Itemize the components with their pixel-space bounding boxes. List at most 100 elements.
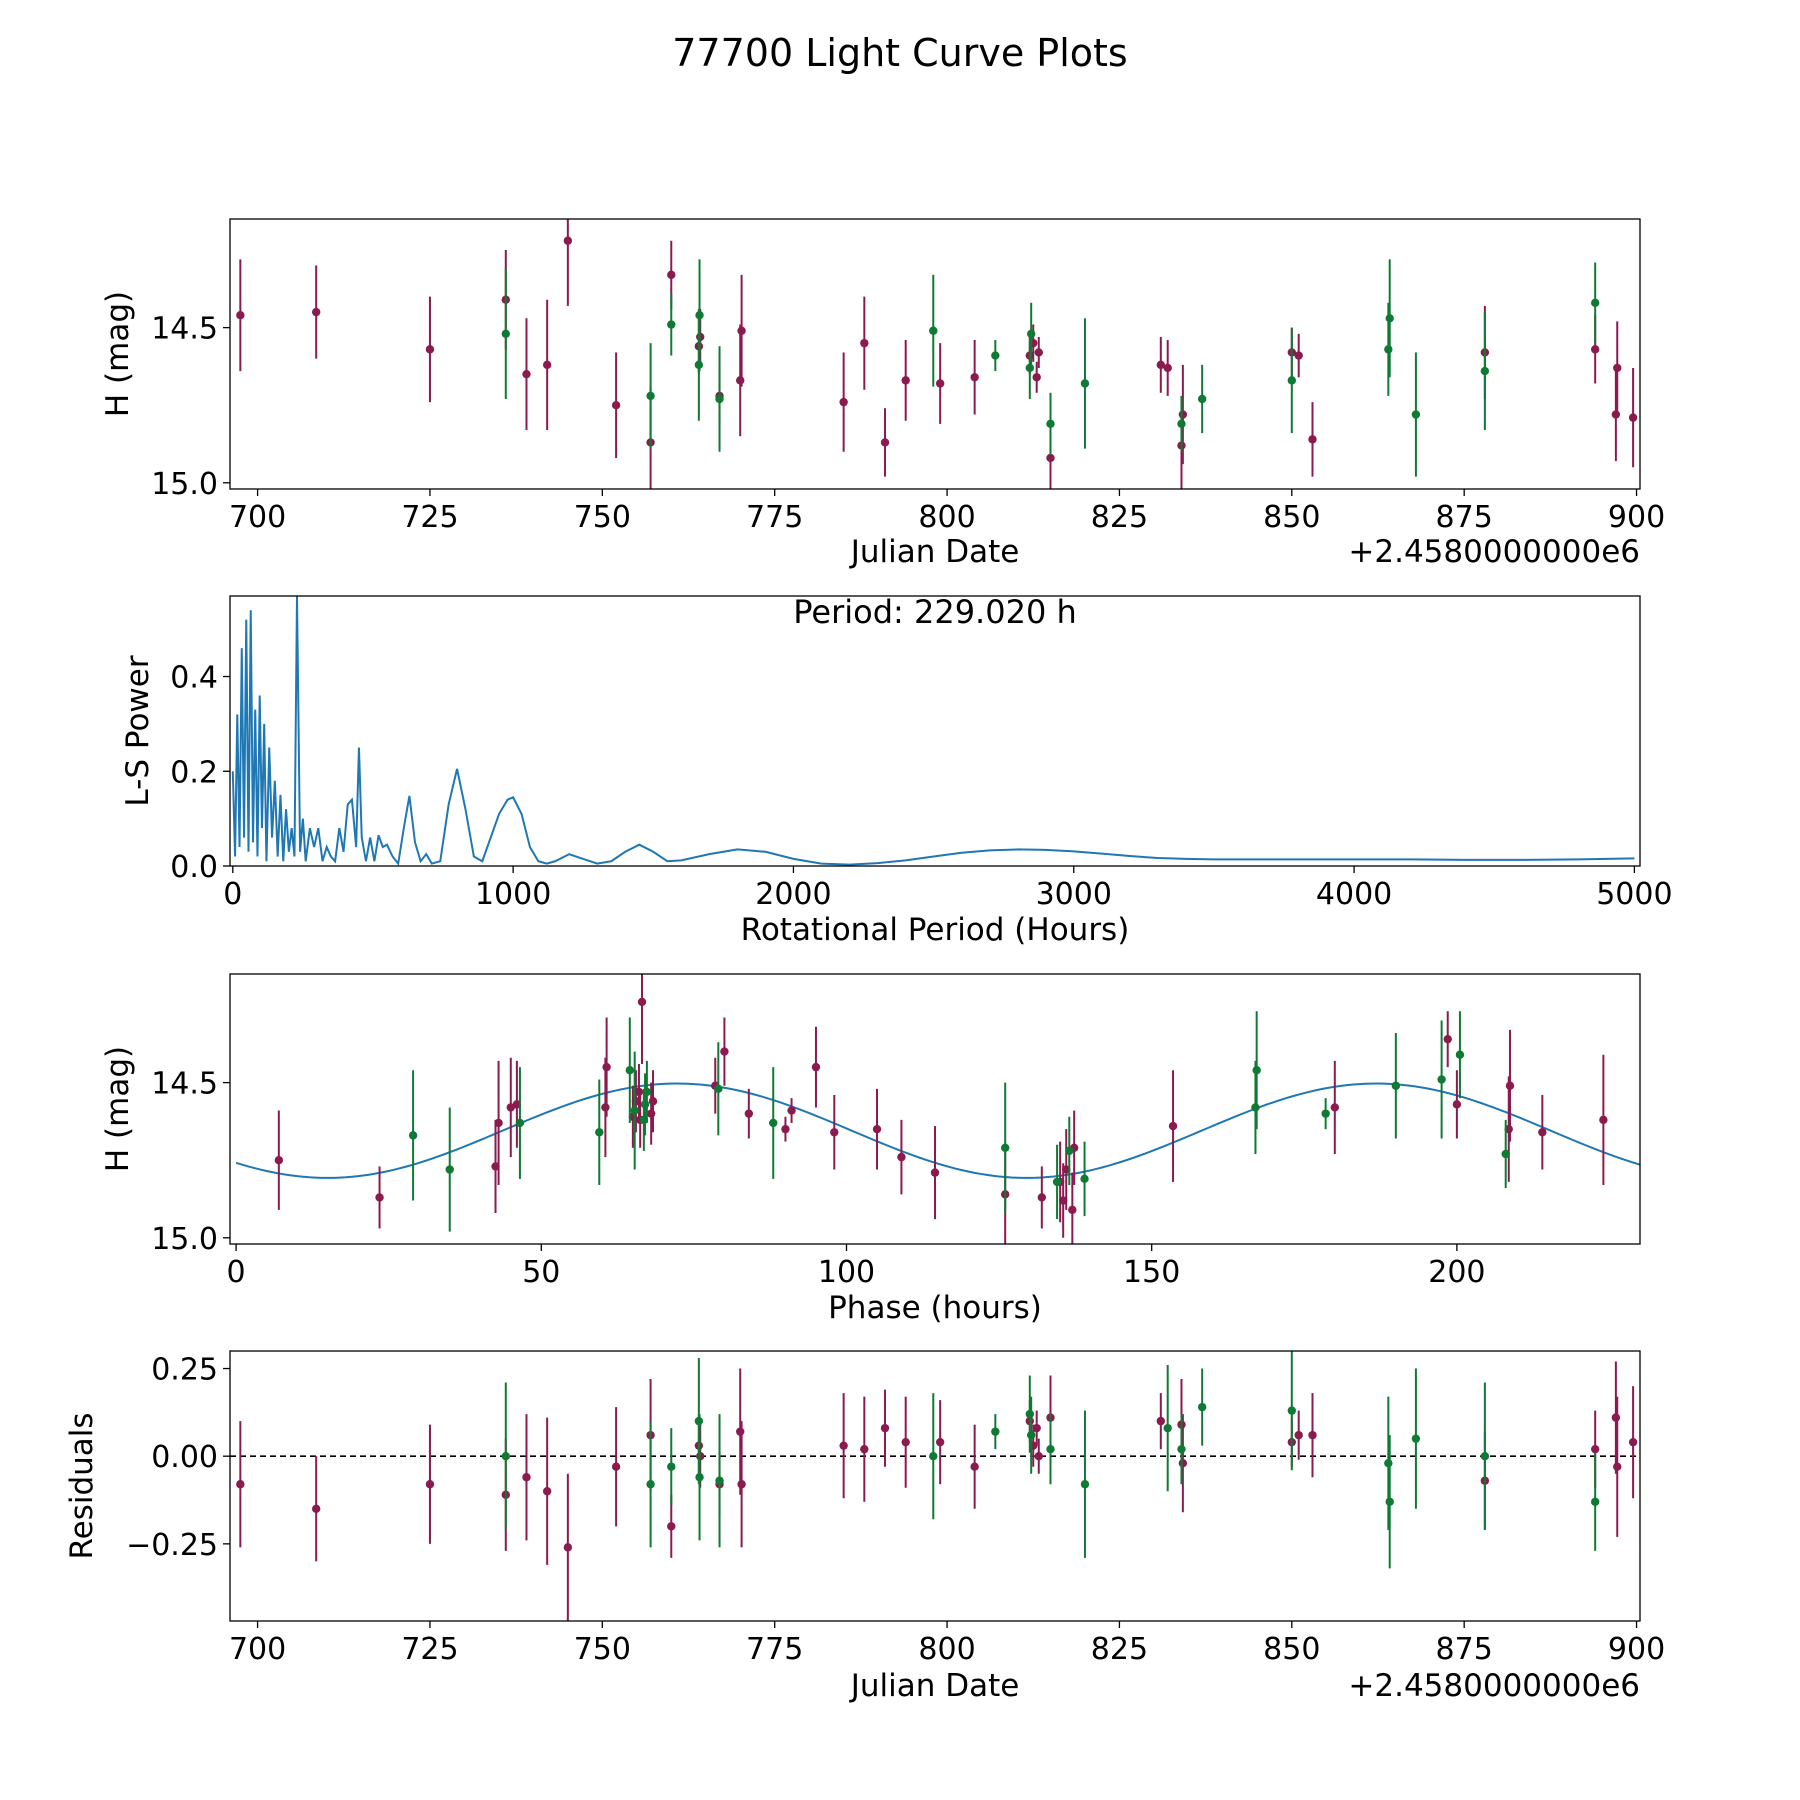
data-point bbox=[667, 270, 676, 280]
data-point bbox=[667, 320, 676, 329]
data-point bbox=[625, 1066, 635, 1075]
x-tick-label: 50 bbox=[522, 1255, 560, 1290]
data-point bbox=[1437, 1075, 1446, 1084]
data-point bbox=[860, 338, 869, 348]
data-point bbox=[1046, 419, 1055, 429]
data-point bbox=[542, 1487, 552, 1496]
series-band-2 bbox=[501, 259, 1600, 477]
series-band-1 bbox=[236, 219, 1638, 489]
y-tick-label: −0.25 bbox=[126, 1528, 218, 1563]
data-point bbox=[695, 1473, 704, 1482]
data-point bbox=[991, 351, 1000, 360]
y-tick-label: 0.2 bbox=[170, 755, 218, 790]
x-tick-label: 775 bbox=[746, 500, 803, 535]
plot-area bbox=[231, 596, 1635, 866]
data-point bbox=[736, 1427, 745, 1436]
data-point bbox=[830, 1128, 839, 1137]
x-tick-label: 875 bbox=[1436, 1632, 1493, 1667]
y-tick-label: 0.00 bbox=[151, 1440, 218, 1475]
data-point bbox=[611, 401, 621, 410]
data-point bbox=[1411, 1434, 1421, 1443]
data-point bbox=[1611, 410, 1621, 419]
data-point bbox=[1178, 1459, 1188, 1468]
data-point bbox=[1168, 1121, 1178, 1131]
data-point bbox=[1628, 1437, 1638, 1447]
data-point bbox=[929, 326, 938, 335]
data-point bbox=[1480, 1451, 1490, 1461]
data-point bbox=[880, 438, 890, 447]
x-axis-label: Rotational Period (Hours) bbox=[741, 912, 1130, 948]
data-point bbox=[1025, 1409, 1035, 1419]
data-point bbox=[1613, 1462, 1622, 1471]
data-point bbox=[630, 1106, 639, 1115]
panel-lightcurve: Julian Date H (mag) +2.4580000000e6 700 7… bbox=[100, 218, 1665, 570]
data-point bbox=[274, 1156, 284, 1165]
data-point bbox=[1294, 1430, 1303, 1440]
y-tick-label: 0.4 bbox=[170, 661, 218, 696]
x-tick-label: 700 bbox=[229, 1632, 286, 1667]
data-point bbox=[311, 1504, 321, 1513]
x-tick-label: 100 bbox=[818, 1255, 875, 1290]
x-tick-label: 825 bbox=[1091, 1632, 1148, 1667]
data-point bbox=[563, 1543, 573, 1552]
data-point bbox=[501, 1451, 510, 1461]
x-tick-label: 750 bbox=[574, 500, 631, 535]
data-point bbox=[563, 236, 573, 245]
data-point bbox=[1505, 1081, 1515, 1090]
panel-phased: Phase (hours) H (mag) 0 50 100 150 200 15.0 14… bbox=[100, 973, 1641, 1326]
data-point bbox=[1177, 1444, 1186, 1454]
data-point bbox=[1611, 1413, 1621, 1422]
plot-area bbox=[236, 219, 1638, 489]
x-offset-label: +2.4580000000e6 bbox=[1348, 534, 1640, 570]
x-tick-label: 825 bbox=[1091, 500, 1148, 535]
data-point bbox=[1384, 1459, 1393, 1468]
data-point bbox=[667, 1522, 676, 1531]
data-point bbox=[1384, 345, 1393, 354]
series-band-1 bbox=[236, 1361, 1638, 1621]
data-point bbox=[1163, 1423, 1172, 1433]
data-point bbox=[880, 1423, 890, 1433]
data-point bbox=[1628, 413, 1638, 422]
data-point bbox=[425, 345, 435, 354]
data-point bbox=[781, 1124, 790, 1134]
x-tick-label: 875 bbox=[1436, 500, 1493, 535]
data-point bbox=[1032, 1423, 1041, 1433]
data-point bbox=[602, 1062, 611, 1072]
data-point bbox=[897, 1152, 906, 1162]
y-tick-label: 0.25 bbox=[151, 1353, 218, 1388]
data-point bbox=[736, 376, 745, 385]
y-axis-label: H (mag) bbox=[100, 1046, 136, 1172]
data-point bbox=[501, 329, 510, 339]
power-line bbox=[231, 596, 1635, 866]
x-tick-label: 2000 bbox=[755, 877, 831, 912]
data-point bbox=[1330, 1103, 1340, 1112]
data-point bbox=[640, 1100, 650, 1109]
data-point bbox=[1034, 348, 1043, 357]
x-tick-label: 700 bbox=[229, 500, 286, 535]
x-tick-label: 3000 bbox=[1036, 877, 1112, 912]
data-point bbox=[1308, 1430, 1317, 1440]
data-point bbox=[1391, 1081, 1401, 1090]
data-point bbox=[1177, 419, 1186, 429]
data-point bbox=[715, 1476, 724, 1485]
y-tick-label: 15.0 bbox=[151, 1222, 218, 1257]
data-point bbox=[872, 1124, 882, 1134]
panel-residuals: Julian Date Residuals +2.4580000000e6 70… bbox=[64, 1350, 1665, 1704]
data-point bbox=[1590, 1497, 1600, 1506]
data-point bbox=[1156, 360, 1166, 370]
data-point bbox=[1599, 1115, 1608, 1125]
data-point bbox=[1480, 366, 1490, 376]
data-point bbox=[930, 1168, 940, 1177]
data-point bbox=[646, 391, 655, 401]
x-tick-label: 725 bbox=[401, 1632, 458, 1667]
panel-periodogram: Rotational Period (Hours) L-S Power Peri… bbox=[120, 593, 1673, 948]
data-point bbox=[1197, 394, 1207, 404]
x-tick-label: 775 bbox=[746, 1632, 803, 1667]
data-point bbox=[515, 1118, 525, 1128]
x-tick-label: 900 bbox=[1608, 500, 1665, 535]
x-axis-label: Phase (hours) bbox=[828, 1290, 1042, 1326]
data-point bbox=[494, 1118, 503, 1128]
data-point bbox=[1452, 1100, 1462, 1109]
data-point bbox=[236, 311, 245, 320]
data-point bbox=[1455, 1050, 1465, 1059]
